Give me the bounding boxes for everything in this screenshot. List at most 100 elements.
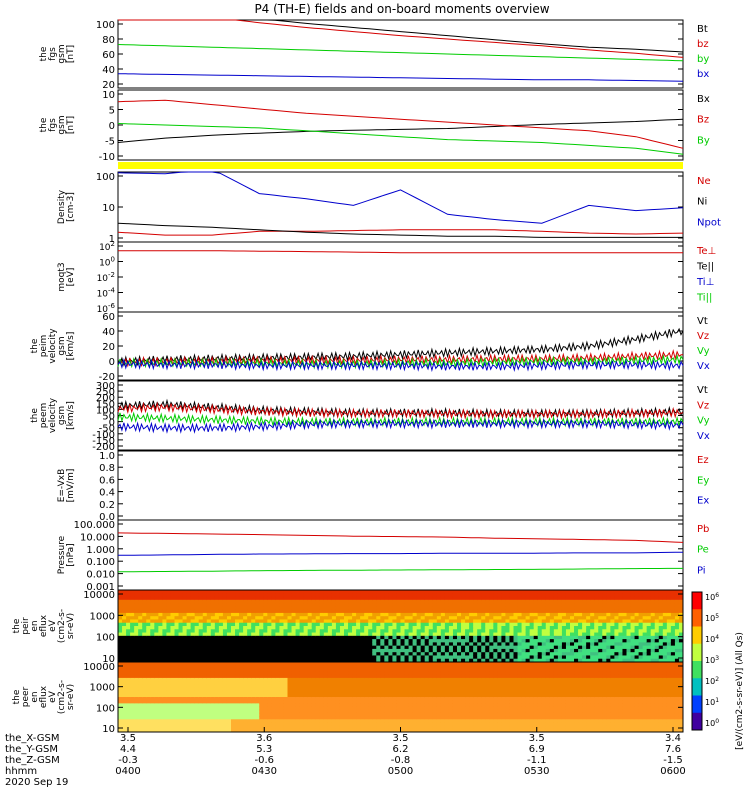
- legend-peem_vel-entry: Vy: [697, 416, 710, 427]
- ylabel-density: Density[cm-3]: [57, 189, 76, 224]
- xaxis-value: 0500: [388, 766, 413, 777]
- colorbar-label: [eV/(cm2-s-sr-eV)] (All Qs): [735, 632, 745, 750]
- legend-pressure-entry: Pi: [697, 565, 706, 576]
- series-line-pressure-pe: [118, 568, 683, 571]
- ylabel-temp: moqt3[eV]: [57, 262, 76, 291]
- series-line-fgs_comp-by: [118, 124, 683, 155]
- ytick-label: 0.010: [86, 570, 115, 581]
- ytick-label: 102: [99, 240, 115, 253]
- legend-fgs_comp-entry: Bz: [697, 115, 709, 126]
- xaxis-value: 3.4: [665, 733, 681, 744]
- ylabel-line: sr-eV): [66, 684, 76, 710]
- colorbar-label-text: [eV/(cm2-s-sr-eV)] (All Qs): [735, 632, 745, 750]
- legend-density-entry: Ni: [697, 197, 707, 208]
- ylabel-line: sr-eV): [66, 613, 76, 639]
- xaxis-value: 7.6: [665, 744, 681, 755]
- xaxis-value: 3.5: [120, 733, 136, 744]
- xaxis-row-label: the_Y-GSM: [5, 744, 58, 755]
- ytick-label: 0.8: [99, 463, 115, 474]
- plot-title: P4 (TH-E) fields and on-board moments ov…: [254, 2, 549, 16]
- xaxis-value: 0400: [115, 766, 140, 777]
- xaxis-value: 3.5: [393, 733, 409, 744]
- legend-efield-entry: Ex: [697, 496, 709, 507]
- ytick-label: 0.6: [99, 475, 115, 486]
- series-line-fgs_comp-bx: [118, 119, 683, 142]
- xaxis-value: -0.8: [391, 755, 411, 766]
- ylabel-line: [nT]: [66, 116, 76, 134]
- legend-efield-entry: Ey: [697, 475, 709, 486]
- colorbar-tick: 104: [705, 634, 719, 644]
- ytick-label: 10000: [83, 590, 115, 601]
- colorbar-tick: 101: [705, 697, 719, 707]
- ytick-label: 5: [109, 106, 115, 117]
- legend-fgs_btot-entry: Bt: [697, 24, 708, 35]
- xaxis-value: 0530: [524, 766, 549, 777]
- colorbar-tick: 106: [705, 592, 719, 602]
- xaxis-value: 5.3: [256, 744, 272, 755]
- xaxis-row-label: the_Z-GSM: [5, 755, 60, 766]
- ytick-label: 0: [109, 357, 115, 368]
- ytick-label: 60: [102, 50, 115, 61]
- xaxis-row-label: hhmm: [5, 766, 37, 777]
- colorbar-tick: 100: [705, 718, 719, 728]
- legend-peem_vel-entry: Vz: [697, 400, 709, 411]
- legend-pressure-entry: Pb: [697, 524, 709, 535]
- ytick-label: 100: [96, 20, 115, 31]
- ylabel-line: [km/s]: [66, 332, 76, 361]
- xaxis-value: -1.1: [527, 755, 547, 766]
- xaxis-value: 0430: [252, 766, 277, 777]
- ytick-label: 0.2: [99, 500, 115, 511]
- ytick-label: 1000: [90, 683, 115, 694]
- series-line-peem_vel-vx: [118, 420, 683, 432]
- ytick-label: 100: [96, 703, 115, 714]
- series-line-fgs_btot-by: [118, 45, 683, 61]
- ytick-label: 60: [102, 312, 115, 323]
- ytick-label: 1.0: [99, 451, 115, 462]
- legend-pressure-entry: Pe: [697, 545, 709, 556]
- xaxis-value: 6.2: [393, 744, 409, 755]
- ytick-label: 10-4: [97, 287, 116, 300]
- ytick-label: 0: [109, 121, 115, 132]
- legend-temp-entry: Te||: [696, 262, 714, 273]
- xaxis-value: 3.6: [256, 733, 272, 744]
- legend-temp-entry: Te⊥: [696, 246, 716, 257]
- legend-fgs_btot-entry: bz: [697, 39, 709, 50]
- series-line-density-ne: [118, 230, 683, 235]
- xaxis-value: 0600: [660, 766, 685, 777]
- series-line-fgs_btot-bx: [118, 74, 683, 82]
- series-line-fgs_comp-bz: [118, 100, 683, 148]
- ytick-label: 1000: [90, 611, 115, 622]
- ytick-label: 10.000: [80, 532, 115, 543]
- ytick-label: 0.100: [86, 557, 115, 568]
- series-line-pressure-pb: [118, 533, 683, 543]
- xaxis-row-label: the_X-GSM: [5, 733, 59, 744]
- series-line-pressure-pi: [118, 552, 683, 555]
- ytick-label: -10: [99, 152, 115, 163]
- panel-frame-fgs_comp: [118, 90, 683, 160]
- ytick-label: 40: [102, 65, 115, 76]
- ylabel-line: [eV]: [66, 268, 76, 287]
- legend-fgs_comp-entry: Bx: [697, 94, 710, 105]
- xaxis-value: 4.4: [120, 744, 136, 755]
- colorbar-tick: 103: [705, 655, 719, 665]
- series-line-density-npot: [118, 172, 683, 223]
- ytick-label: 100: [96, 172, 115, 183]
- legend-fgs_btot-entry: bx: [697, 69, 709, 80]
- legend-peim_vel-entry: Vt: [697, 316, 708, 327]
- panel-frame-density: [118, 172, 683, 242]
- legend-peem_vel-entry: Vx: [697, 431, 710, 442]
- ytick-label: 10000: [83, 662, 115, 673]
- ytick-label: -5: [105, 137, 115, 148]
- colorbar-tick: 105: [705, 613, 719, 623]
- legend-peim_vel-entry: Vx: [697, 361, 710, 372]
- legend-fgs_btot-entry: by: [697, 54, 709, 65]
- legend-temp-entry: Ti⊥: [696, 277, 714, 288]
- legend-temp-entry: Ti||: [696, 293, 712, 304]
- xaxis-date: 2020 Sep 19: [5, 777, 68, 788]
